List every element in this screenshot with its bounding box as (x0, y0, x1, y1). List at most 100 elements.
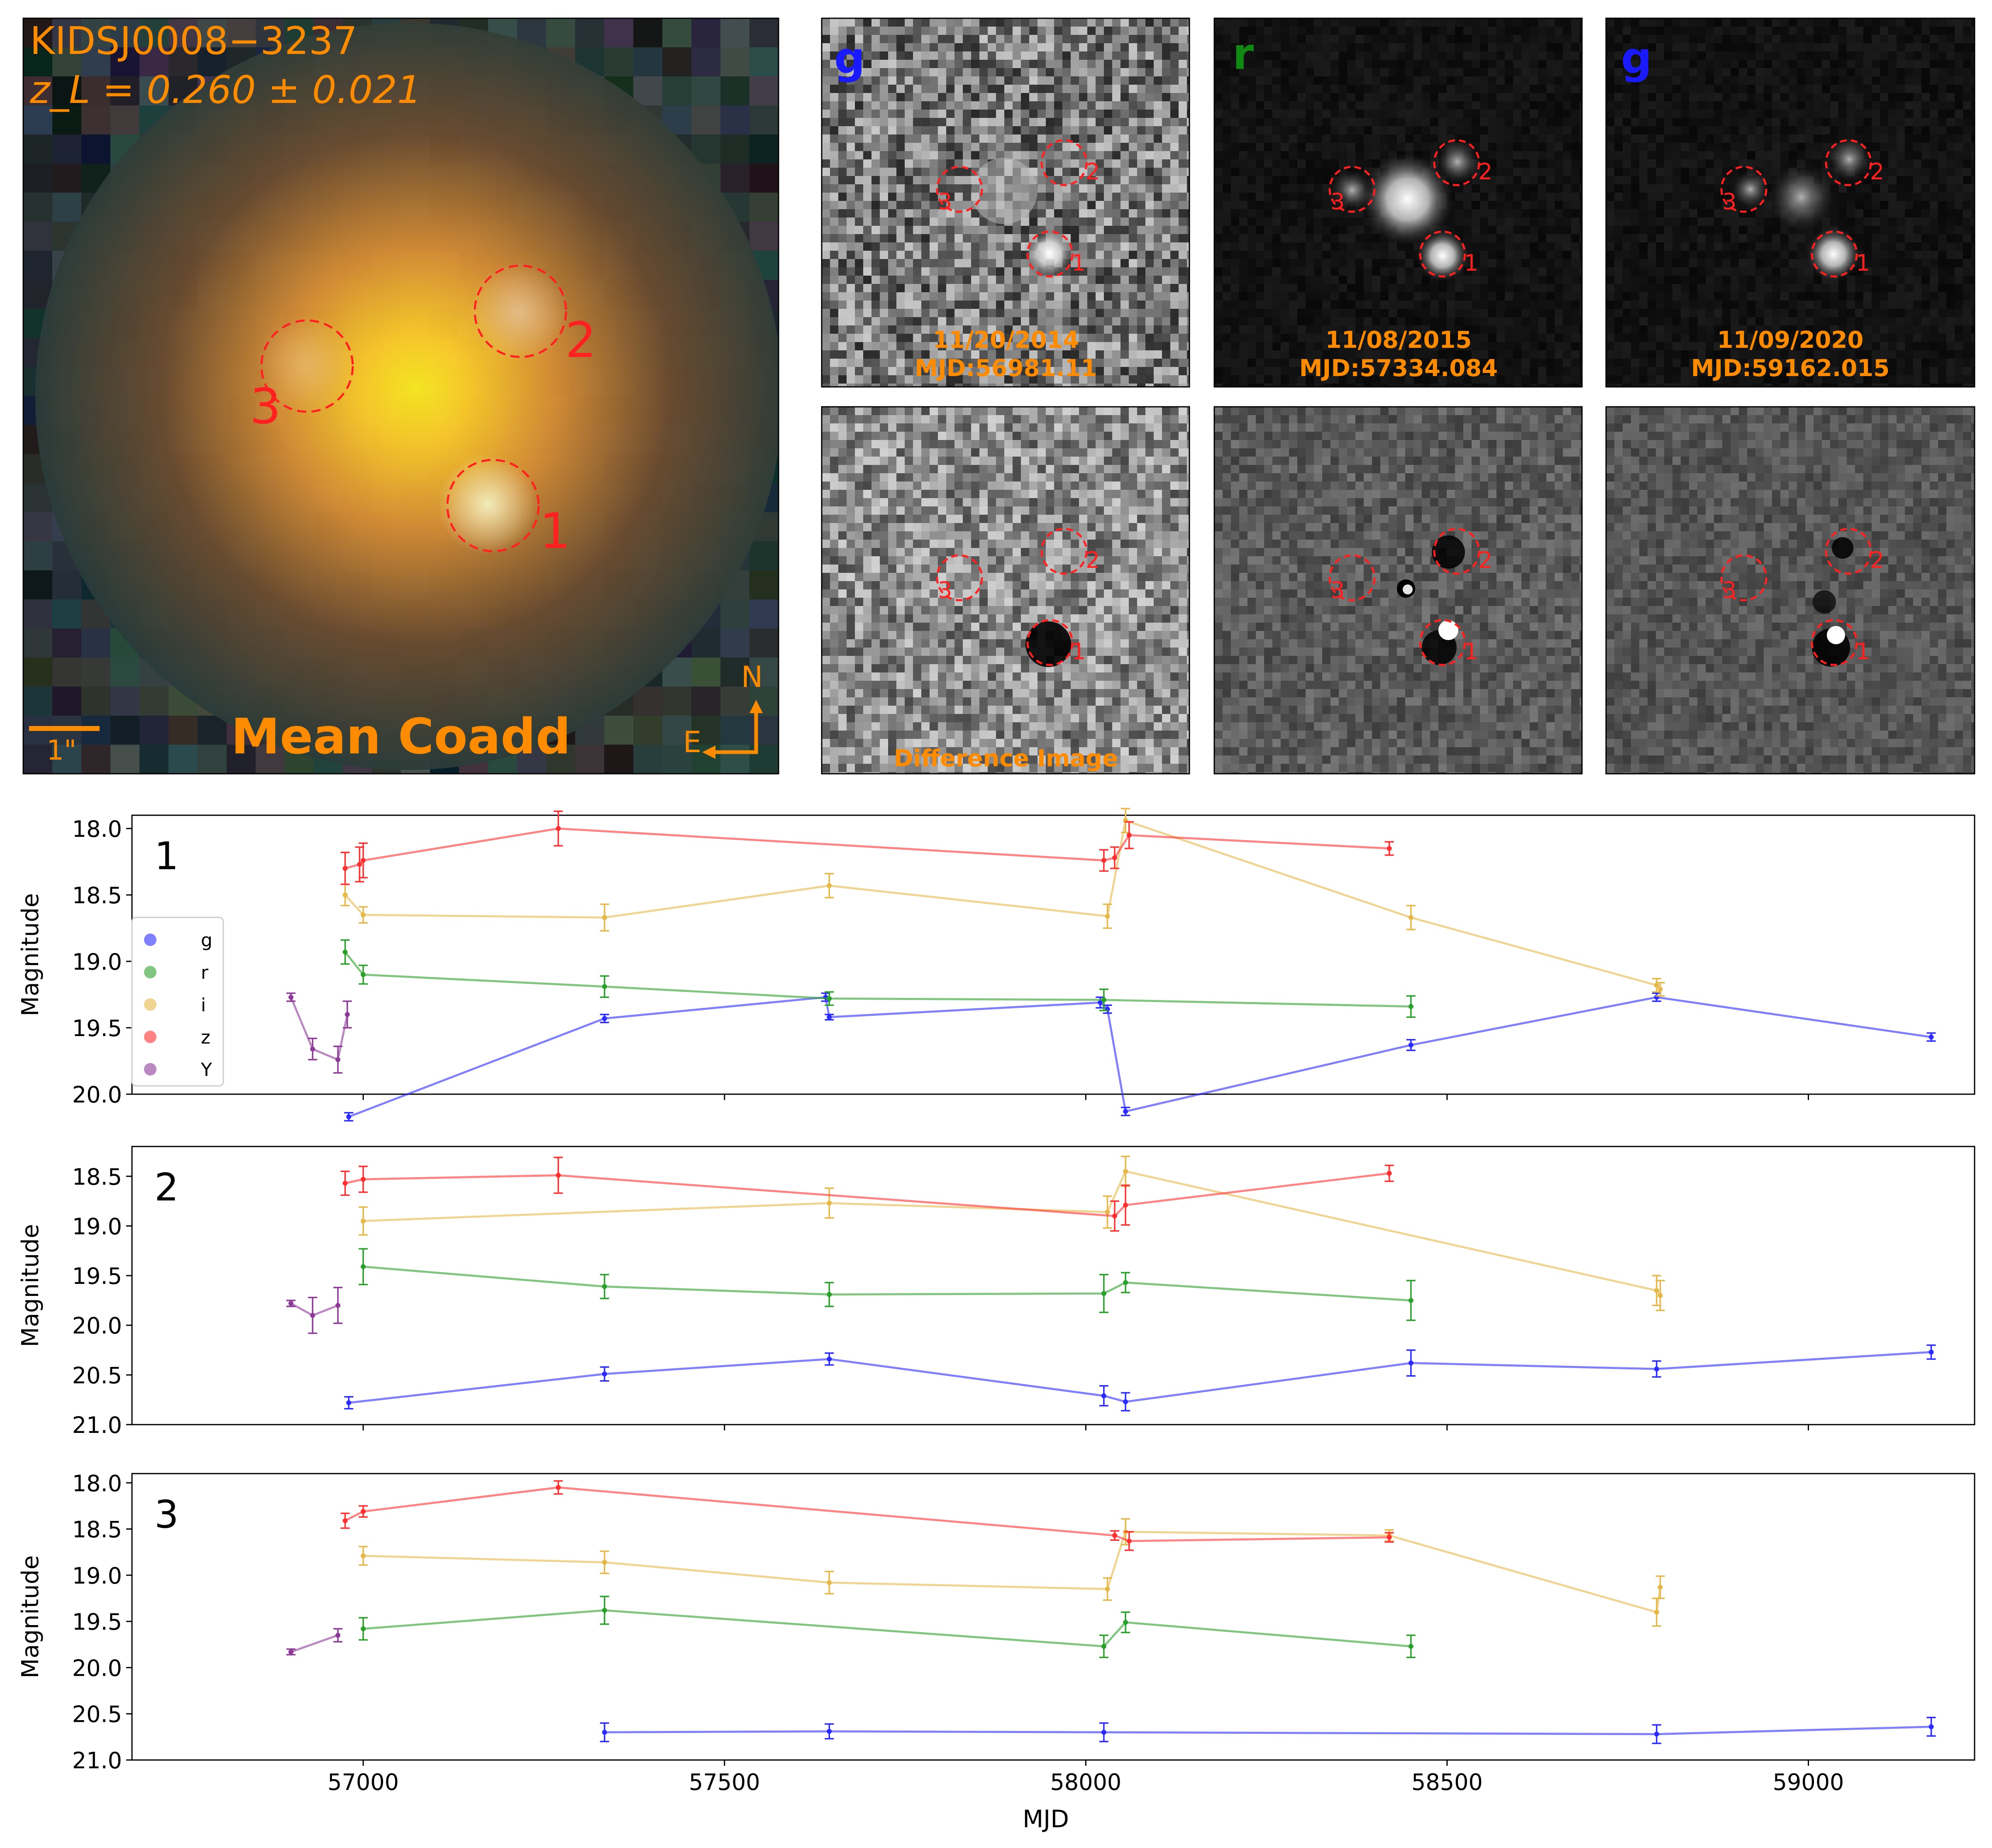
pixel (1170, 301, 1179, 309)
pixel (1054, 27, 1062, 35)
pixel (1364, 68, 1372, 76)
pixel (1339, 350, 1347, 359)
pixel (1231, 134, 1239, 143)
pixel (930, 18, 938, 27)
pixel (880, 176, 888, 184)
pixel (1480, 193, 1488, 201)
pixel (847, 292, 855, 301)
pixel (930, 350, 938, 359)
pixel (1314, 251, 1322, 259)
pixel (1272, 259, 1281, 267)
pixel (1347, 251, 1355, 259)
pixel (938, 317, 946, 325)
pixel (1513, 85, 1521, 93)
pixel (1120, 27, 1129, 35)
pixel (896, 334, 905, 342)
pixel (1413, 325, 1422, 334)
pixel (1087, 350, 1096, 359)
pixel (1272, 325, 1281, 334)
pixel (1239, 259, 1247, 267)
pixel (1330, 292, 1339, 301)
pixel (1029, 309, 1038, 317)
pixel (1179, 284, 1187, 292)
pixel (1339, 85, 1347, 93)
pixel (1314, 218, 1322, 226)
pixel (1038, 51, 1046, 60)
pixel (1648, 51, 1656, 60)
pixel (1480, 184, 1488, 193)
pixel (1339, 60, 1347, 68)
pixel (938, 110, 946, 118)
pixel (913, 234, 921, 242)
pixel (1297, 375, 1306, 384)
pixel (1455, 18, 1463, 27)
pixel (1579, 359, 1582, 367)
pixel (1120, 301, 1129, 309)
pixel (1256, 35, 1264, 43)
pixel (1029, 143, 1038, 151)
pixel (1062, 176, 1071, 184)
pixel (1214, 134, 1223, 143)
pixel (1087, 18, 1096, 27)
pixel (1505, 259, 1513, 267)
pixel (822, 350, 830, 359)
pixel (1223, 359, 1231, 367)
pixel (1137, 209, 1145, 218)
pixel (1129, 292, 1137, 301)
pixel (720, 18, 749, 47)
pixel (1463, 126, 1472, 134)
pixel (1563, 134, 1571, 143)
pixel (1579, 384, 1582, 387)
pixel (1029, 375, 1038, 384)
pixel (872, 193, 880, 201)
pixel (896, 350, 905, 359)
pixel (1154, 209, 1162, 218)
pixel (1247, 159, 1256, 168)
pixel (1306, 267, 1314, 276)
pixel (1405, 342, 1413, 350)
pixel (1013, 93, 1021, 101)
pixel (1571, 234, 1579, 242)
pixel (1264, 35, 1272, 43)
pixel (847, 184, 855, 193)
pixel (1521, 60, 1530, 68)
pixel (830, 251, 838, 259)
pixel (1120, 151, 1129, 159)
pixel (1472, 234, 1480, 242)
pixel (988, 284, 996, 292)
pixel (1137, 76, 1145, 85)
pixel (1413, 60, 1422, 68)
pixel (954, 292, 963, 301)
pixel (1054, 35, 1062, 43)
pixel (988, 342, 996, 350)
pixel (1380, 384, 1389, 387)
pixel (913, 159, 921, 168)
pixel (1472, 242, 1480, 251)
pixel (946, 359, 954, 367)
pixel (921, 76, 930, 85)
pixel (1430, 35, 1438, 43)
pixel (1004, 384, 1013, 387)
pixel (1355, 284, 1364, 292)
pixel (1013, 60, 1021, 68)
pixel (1272, 226, 1281, 234)
pixel (1971, 35, 1975, 43)
pixel (1112, 251, 1120, 259)
pixel (1179, 43, 1187, 51)
pixel (830, 159, 838, 168)
pixel (1571, 350, 1579, 359)
pixel (954, 325, 963, 334)
pixel (1096, 234, 1104, 242)
pixel (1455, 284, 1463, 292)
pixel (1480, 267, 1488, 276)
pixel (1004, 292, 1013, 301)
pixel (1530, 76, 1538, 85)
pixel (1364, 151, 1372, 159)
pixel (1071, 384, 1079, 387)
pixel (52, 628, 81, 658)
pixel (1272, 375, 1281, 384)
pixel (1264, 218, 1272, 226)
pixel (1513, 110, 1521, 118)
pixel (938, 242, 946, 251)
pixel (1339, 118, 1347, 126)
